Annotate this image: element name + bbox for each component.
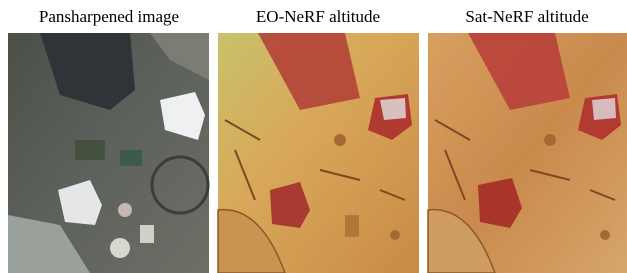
panel-title: Sat-NeRF altitude — [465, 7, 588, 26]
eo-nerf-altitude — [218, 33, 419, 273]
panel-title: EO-NeRF altitude — [256, 7, 380, 26]
panel-title: Pansharpened image — [39, 7, 179, 26]
sat-nerf-altitude — [428, 33, 627, 273]
pansharpened-image — [8, 33, 209, 273]
figure: Pansharpened image EO-NeRF altitude Sat-… — [0, 0, 627, 273]
